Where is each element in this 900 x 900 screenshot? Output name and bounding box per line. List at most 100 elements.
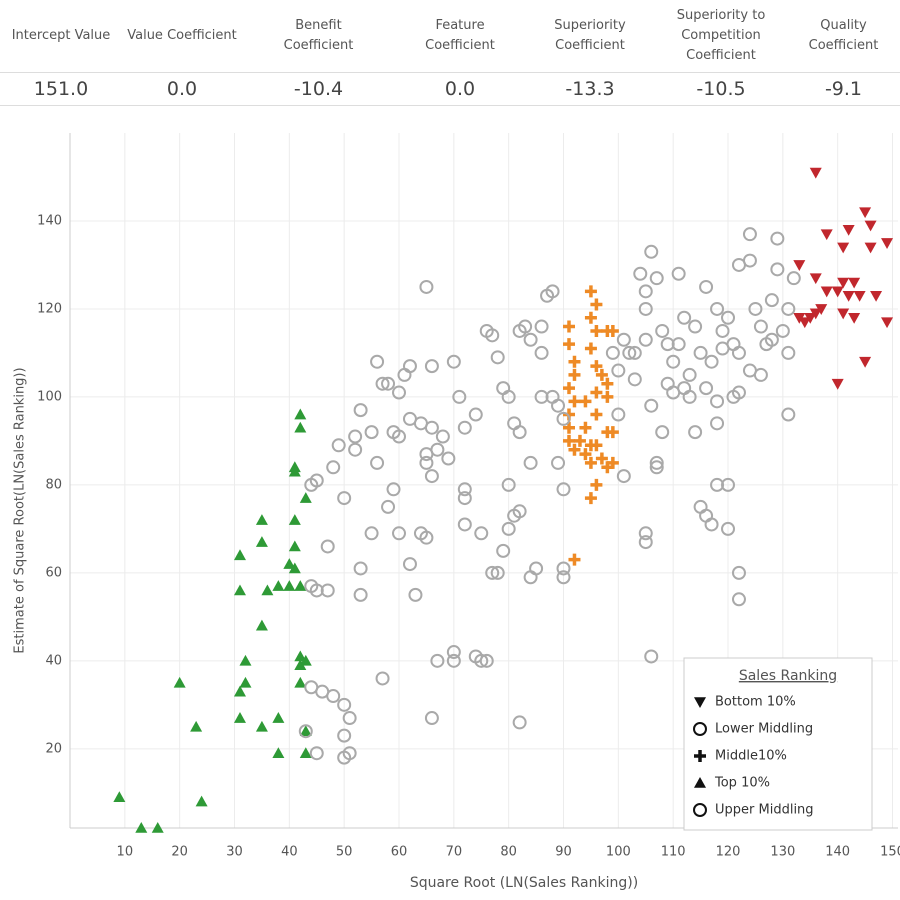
point xyxy=(562,338,575,351)
value-cell: 0.0 xyxy=(122,73,242,106)
point xyxy=(688,425,703,440)
point xyxy=(562,421,575,434)
point xyxy=(370,354,385,369)
point xyxy=(748,301,763,316)
value-cell-text: -13.3 xyxy=(565,78,615,100)
point xyxy=(507,416,522,431)
point xyxy=(809,308,822,320)
point xyxy=(837,242,850,254)
point xyxy=(309,583,324,598)
point xyxy=(424,711,439,726)
point xyxy=(342,746,357,761)
point xyxy=(606,426,619,439)
point xyxy=(113,791,126,803)
point xyxy=(485,328,500,343)
point xyxy=(299,747,312,759)
header-cell: Intercept Value xyxy=(0,0,122,73)
point xyxy=(601,461,614,474)
point xyxy=(781,345,796,360)
point xyxy=(731,345,746,360)
point xyxy=(386,482,401,497)
point xyxy=(638,301,653,316)
y-tick-label: 60 xyxy=(45,565,62,580)
point xyxy=(479,653,494,668)
point xyxy=(837,308,850,320)
legend-label: Upper Middling xyxy=(715,803,814,818)
point xyxy=(742,253,757,268)
point xyxy=(294,650,307,662)
point xyxy=(842,224,855,236)
point xyxy=(299,654,312,666)
point xyxy=(804,312,817,324)
point xyxy=(485,565,500,580)
point xyxy=(579,448,592,461)
x-axis-title: Square Root (LN(Sales Ranking)) xyxy=(410,875,638,891)
value-cell: -10.4 xyxy=(242,73,395,106)
point xyxy=(298,724,313,739)
value-cell: -10.5 xyxy=(655,73,787,106)
point xyxy=(490,565,505,580)
point xyxy=(649,460,664,475)
point xyxy=(764,332,779,347)
header-cell-text: Intercept Value xyxy=(11,28,111,43)
x-tick-label: 130 xyxy=(770,845,795,860)
point xyxy=(562,434,575,447)
point xyxy=(534,389,549,404)
point xyxy=(446,354,461,369)
legend-box xyxy=(683,657,873,831)
point xyxy=(261,584,274,596)
point xyxy=(272,580,285,591)
header-cell-text: Value Coefficient xyxy=(127,28,237,43)
point xyxy=(299,492,312,503)
point xyxy=(408,587,423,602)
point xyxy=(831,286,844,298)
point xyxy=(590,439,603,452)
point xyxy=(579,421,592,434)
point xyxy=(848,277,861,289)
point xyxy=(644,244,659,259)
legend-marker xyxy=(693,722,707,736)
value-cell: -9.1 xyxy=(787,73,900,106)
x-tick-label: 110 xyxy=(661,845,686,860)
point xyxy=(272,747,285,759)
point xyxy=(622,345,637,360)
point xyxy=(715,341,730,356)
point xyxy=(501,521,516,536)
point xyxy=(770,262,785,277)
point xyxy=(545,284,560,299)
point xyxy=(294,580,307,591)
point xyxy=(190,720,203,732)
point xyxy=(381,499,396,514)
header-cell-text: Superiority to Competition Coefficient xyxy=(676,8,766,63)
point xyxy=(556,482,571,497)
header-cell-text: Benefit Coefficient xyxy=(283,18,354,53)
point xyxy=(342,711,357,726)
y-tick-label: 140 xyxy=(37,213,62,228)
point xyxy=(419,530,434,545)
point xyxy=(721,477,736,492)
point xyxy=(501,477,516,492)
point xyxy=(666,354,681,369)
point xyxy=(294,408,307,420)
point xyxy=(326,689,341,704)
point xyxy=(294,421,307,433)
point xyxy=(699,381,714,396)
point xyxy=(397,367,412,382)
legend-label: Bottom 10% xyxy=(715,695,796,710)
point xyxy=(430,653,445,668)
point xyxy=(452,389,467,404)
x-tick-label: 150 xyxy=(880,845,900,860)
value-cell-text: 151.0 xyxy=(33,78,89,100)
point xyxy=(419,455,434,470)
point xyxy=(392,385,407,400)
point xyxy=(864,242,877,254)
point xyxy=(699,508,714,523)
point xyxy=(337,728,352,743)
point xyxy=(881,317,894,329)
value-cell-text: -10.5 xyxy=(696,78,746,100)
point xyxy=(512,715,527,730)
point xyxy=(590,478,603,491)
point xyxy=(457,482,472,497)
point xyxy=(435,429,450,444)
header-cell: Value Coefficient xyxy=(122,0,242,73)
